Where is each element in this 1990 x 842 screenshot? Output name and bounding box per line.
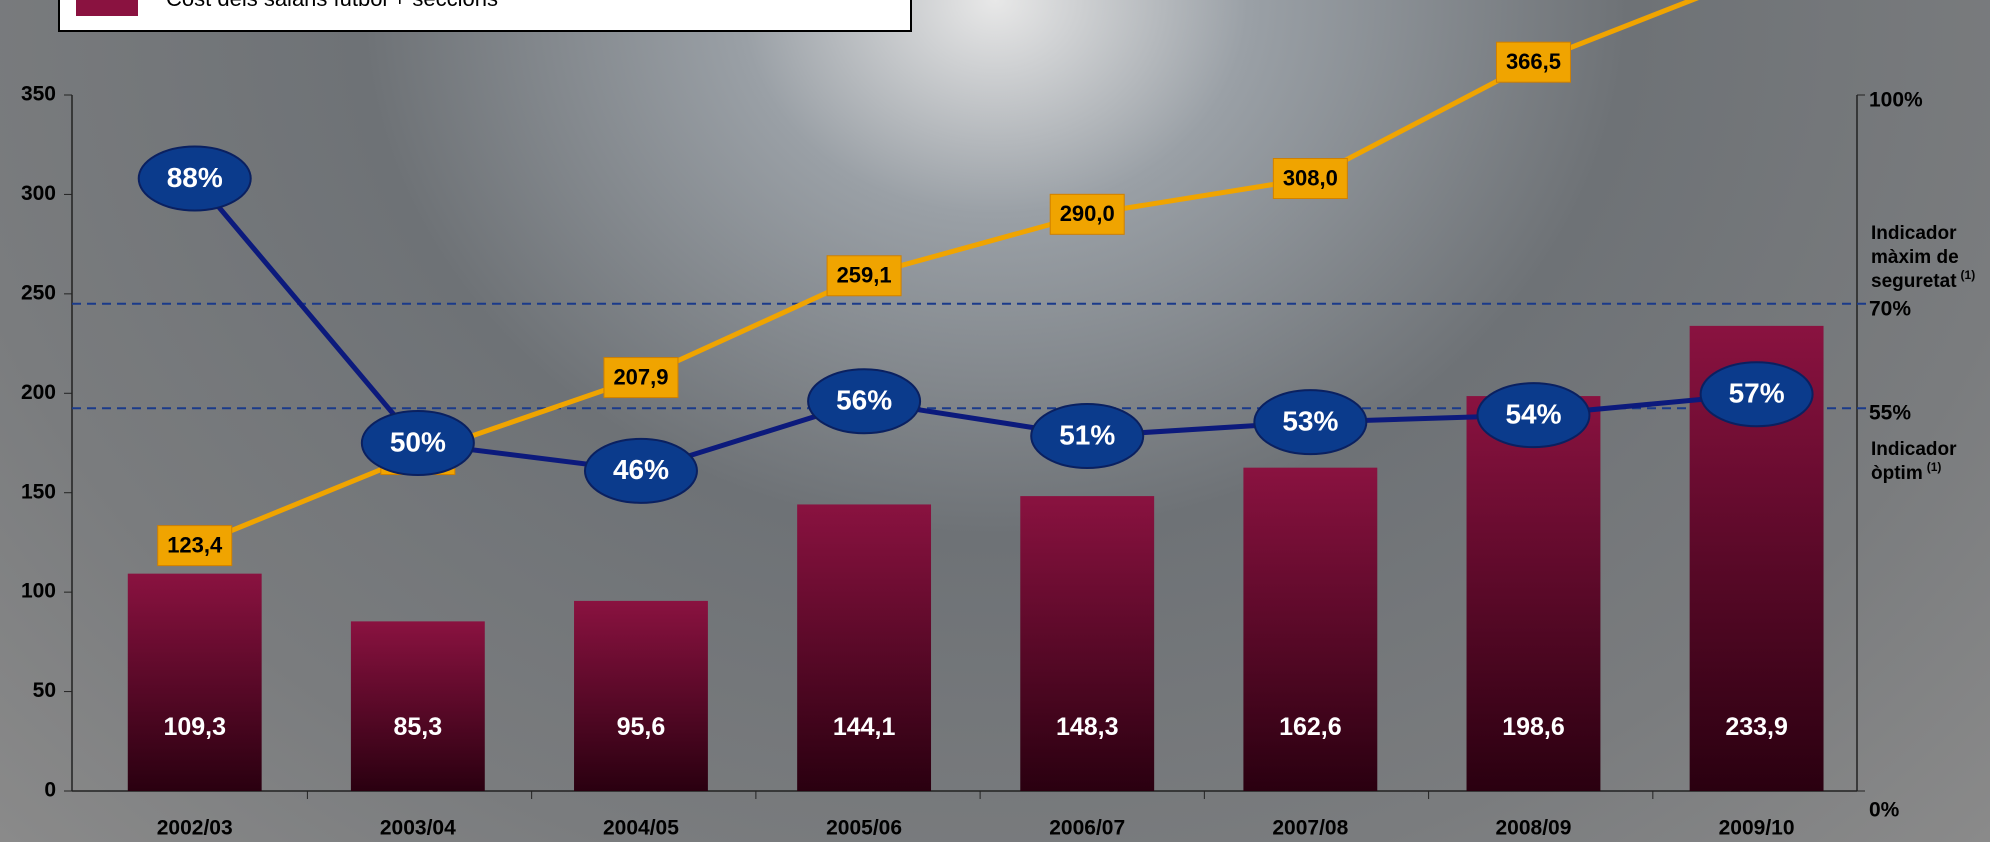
data-label: 57% xyxy=(1729,378,1785,409)
data-label: 54% xyxy=(1505,399,1561,430)
y-tick-label: 0 xyxy=(44,779,56,802)
annotation-note: (1) xyxy=(1961,268,1976,282)
data-label-box xyxy=(826,255,902,297)
data-label: 88% xyxy=(167,162,223,193)
data-label: 366,5 xyxy=(1506,49,1561,74)
legend-swatch xyxy=(76,0,138,16)
data-label: 144,1 xyxy=(833,713,896,741)
data-label: 233,9 xyxy=(1725,713,1788,741)
annotation-note: (1) xyxy=(1927,460,1942,474)
y-tick-label: 200 xyxy=(21,381,56,404)
data-label-box xyxy=(1495,41,1571,83)
x-tick-label: 2006/07 xyxy=(1049,817,1125,840)
data-label: 308,0 xyxy=(1283,165,1338,190)
annotation-line: Indicador xyxy=(1871,439,1957,460)
x-tick-label: 2002/03 xyxy=(157,817,233,840)
x-tick-label: 2005/06 xyxy=(826,817,902,840)
marker xyxy=(360,410,475,476)
x-tick-label: 2007/08 xyxy=(1272,817,1348,840)
bar xyxy=(1466,396,1601,791)
marker xyxy=(1699,361,1814,428)
data-label: 56% xyxy=(836,385,892,416)
data-label: 123,4 xyxy=(167,532,223,557)
annotation: Indicador màxim de seguretat (1) xyxy=(1871,223,1975,292)
legend-label: Cost dels salaris futbol + seccions xyxy=(166,0,498,11)
data-label: 51% xyxy=(1059,419,1115,450)
x-tick-label: 2003/04 xyxy=(380,817,456,840)
y2-tick-label: 100% xyxy=(1869,89,1923,112)
annotation-line: seguretat xyxy=(1871,271,1957,292)
data-label: 290,0 xyxy=(1060,201,1115,226)
marker xyxy=(583,437,698,504)
marker xyxy=(137,145,252,212)
data-label: 50% xyxy=(390,426,446,457)
data-label: 207,9 xyxy=(613,364,668,389)
annotation-line: màxim de xyxy=(1871,247,1959,268)
data-label: 109,3 xyxy=(163,713,226,741)
annotation-line: òptim xyxy=(1871,463,1923,484)
x-tick-label: 2004/05 xyxy=(603,817,679,840)
marker xyxy=(1253,389,1368,456)
y-tick-label: 300 xyxy=(21,182,56,205)
annotation-line: Indicador xyxy=(1871,223,1957,244)
bar xyxy=(350,621,485,791)
data-label-box xyxy=(157,525,233,567)
data-label: 148,3 xyxy=(1056,713,1119,741)
bar xyxy=(127,573,262,791)
data-label-box xyxy=(1272,158,1348,200)
y-tick-label: 250 xyxy=(21,281,56,304)
data-label: 95,6 xyxy=(617,713,666,741)
bar xyxy=(574,600,708,791)
bar xyxy=(1243,467,1378,791)
x-tick-label: 2008/09 xyxy=(1496,817,1572,840)
data-label: 53% xyxy=(1282,406,1338,437)
y-tick-label: 100 xyxy=(21,580,56,603)
data-label: 85,3 xyxy=(394,713,443,741)
y2-tick-label: 55% xyxy=(1869,402,1911,425)
data-label: 259,1 xyxy=(837,263,892,288)
legend-box xyxy=(58,0,912,32)
bar xyxy=(1020,496,1155,791)
data-label-box xyxy=(1049,193,1125,235)
x-tick-label: 2009/10 xyxy=(1719,817,1795,840)
marker xyxy=(1030,403,1145,470)
y-tick-label: 150 xyxy=(21,480,56,503)
data-label: 162,6 xyxy=(1279,713,1342,741)
data-label: 46% xyxy=(613,454,669,485)
annotation: Indicador òptim (1) xyxy=(1871,439,1957,484)
marker xyxy=(807,368,922,435)
y-tick-label: 50 xyxy=(33,679,56,702)
marker xyxy=(1476,382,1591,449)
bar xyxy=(797,504,932,791)
data-label: 198,6 xyxy=(1502,713,1565,741)
y-tick-label: 350 xyxy=(21,83,56,106)
y2-tick-label: 70% xyxy=(1869,297,1911,320)
data-label-box xyxy=(603,357,679,399)
y2-tick-label: 0% xyxy=(1869,799,1900,822)
